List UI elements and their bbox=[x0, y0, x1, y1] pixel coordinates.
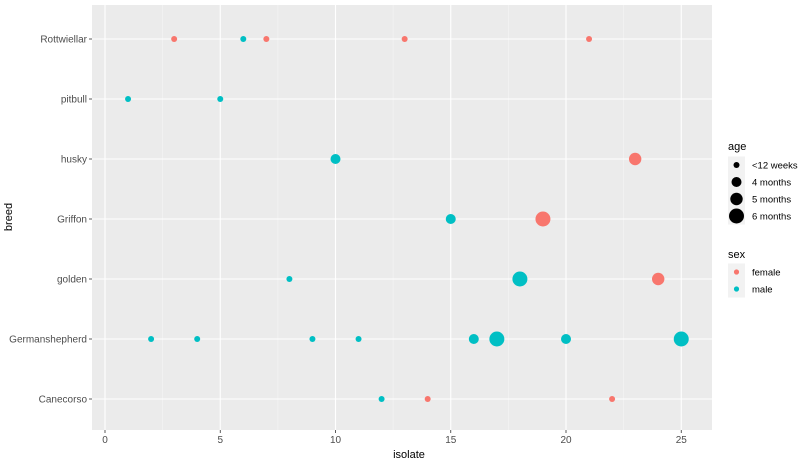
sex-legend-label: male bbox=[752, 285, 773, 296]
y-axis-title: breed bbox=[3, 203, 15, 231]
x-tick-label: 25 bbox=[676, 435, 688, 446]
data-point bbox=[240, 36, 247, 42]
age-legend-label: <12 weeks bbox=[752, 161, 798, 172]
data-point bbox=[512, 271, 528, 287]
data-point bbox=[125, 96, 132, 102]
data-point bbox=[263, 36, 270, 42]
x-tick-label: 15 bbox=[445, 435, 457, 446]
data-point bbox=[489, 331, 505, 347]
data-point bbox=[673, 331, 689, 347]
x-tick-label: 5 bbox=[217, 435, 223, 446]
age-legend-marker bbox=[733, 162, 740, 168]
age-legend-title: age bbox=[728, 141, 746, 153]
data-point bbox=[217, 96, 224, 102]
data-point bbox=[330, 154, 341, 164]
x-tick-label: 20 bbox=[560, 435, 572, 446]
x-tick-label: 10 bbox=[330, 435, 342, 446]
data-point bbox=[148, 336, 155, 342]
age-legend-label: 4 months bbox=[752, 178, 791, 189]
y-tick-label: golden bbox=[57, 275, 87, 286]
data-point bbox=[194, 336, 201, 342]
data-point bbox=[628, 152, 642, 166]
data-point bbox=[355, 336, 362, 342]
y-tick-label: husky bbox=[61, 155, 87, 166]
age-legend-marker bbox=[730, 192, 743, 206]
y-tick-label: Rottwiellar bbox=[40, 35, 87, 46]
data-point bbox=[586, 36, 593, 42]
data-point bbox=[468, 334, 479, 344]
age-legend: age <12 weeks 4 months 5 months 6 months bbox=[728, 141, 798, 225]
y-tick-label: Canecorso bbox=[39, 395, 88, 406]
x-axis-ticks: 0 5 10 15 20 25 bbox=[102, 430, 687, 446]
data-point bbox=[652, 272, 665, 286]
data-point bbox=[309, 336, 316, 342]
data-point bbox=[609, 396, 616, 402]
age-legend-marker bbox=[731, 177, 742, 187]
y-axis-ticks: Canecorso Germanshepherd golden Griffon husk… bbox=[9, 35, 92, 406]
y-tick-label: Germanshepherd bbox=[9, 335, 87, 346]
sex-legend: sex female male bbox=[728, 249, 781, 298]
data-point bbox=[286, 276, 293, 282]
data-point bbox=[401, 36, 408, 42]
age-legend-label: 5 months bbox=[752, 195, 791, 206]
sex-legend-marker bbox=[733, 286, 740, 292]
sex-legend-label: female bbox=[752, 268, 781, 279]
age-legend-label: 6 months bbox=[752, 212, 791, 223]
data-point bbox=[445, 214, 456, 224]
x-axis-title: isolate bbox=[393, 449, 425, 461]
sex-legend-marker bbox=[733, 269, 740, 275]
data-point bbox=[171, 36, 178, 42]
y-tick-label: Griffon bbox=[57, 215, 87, 226]
data-point bbox=[561, 334, 571, 344]
panel-background bbox=[92, 5, 712, 430]
data-points bbox=[125, 36, 689, 402]
sex-legend-title: sex bbox=[728, 249, 746, 261]
data-point bbox=[535, 211, 551, 227]
x-tick-label: 0 bbox=[102, 435, 108, 446]
data-point bbox=[424, 396, 431, 402]
y-tick-label: pitbull bbox=[61, 95, 87, 106]
data-point bbox=[378, 396, 385, 402]
grid-minor bbox=[162, 5, 624, 430]
age-legend-marker bbox=[729, 208, 744, 224]
